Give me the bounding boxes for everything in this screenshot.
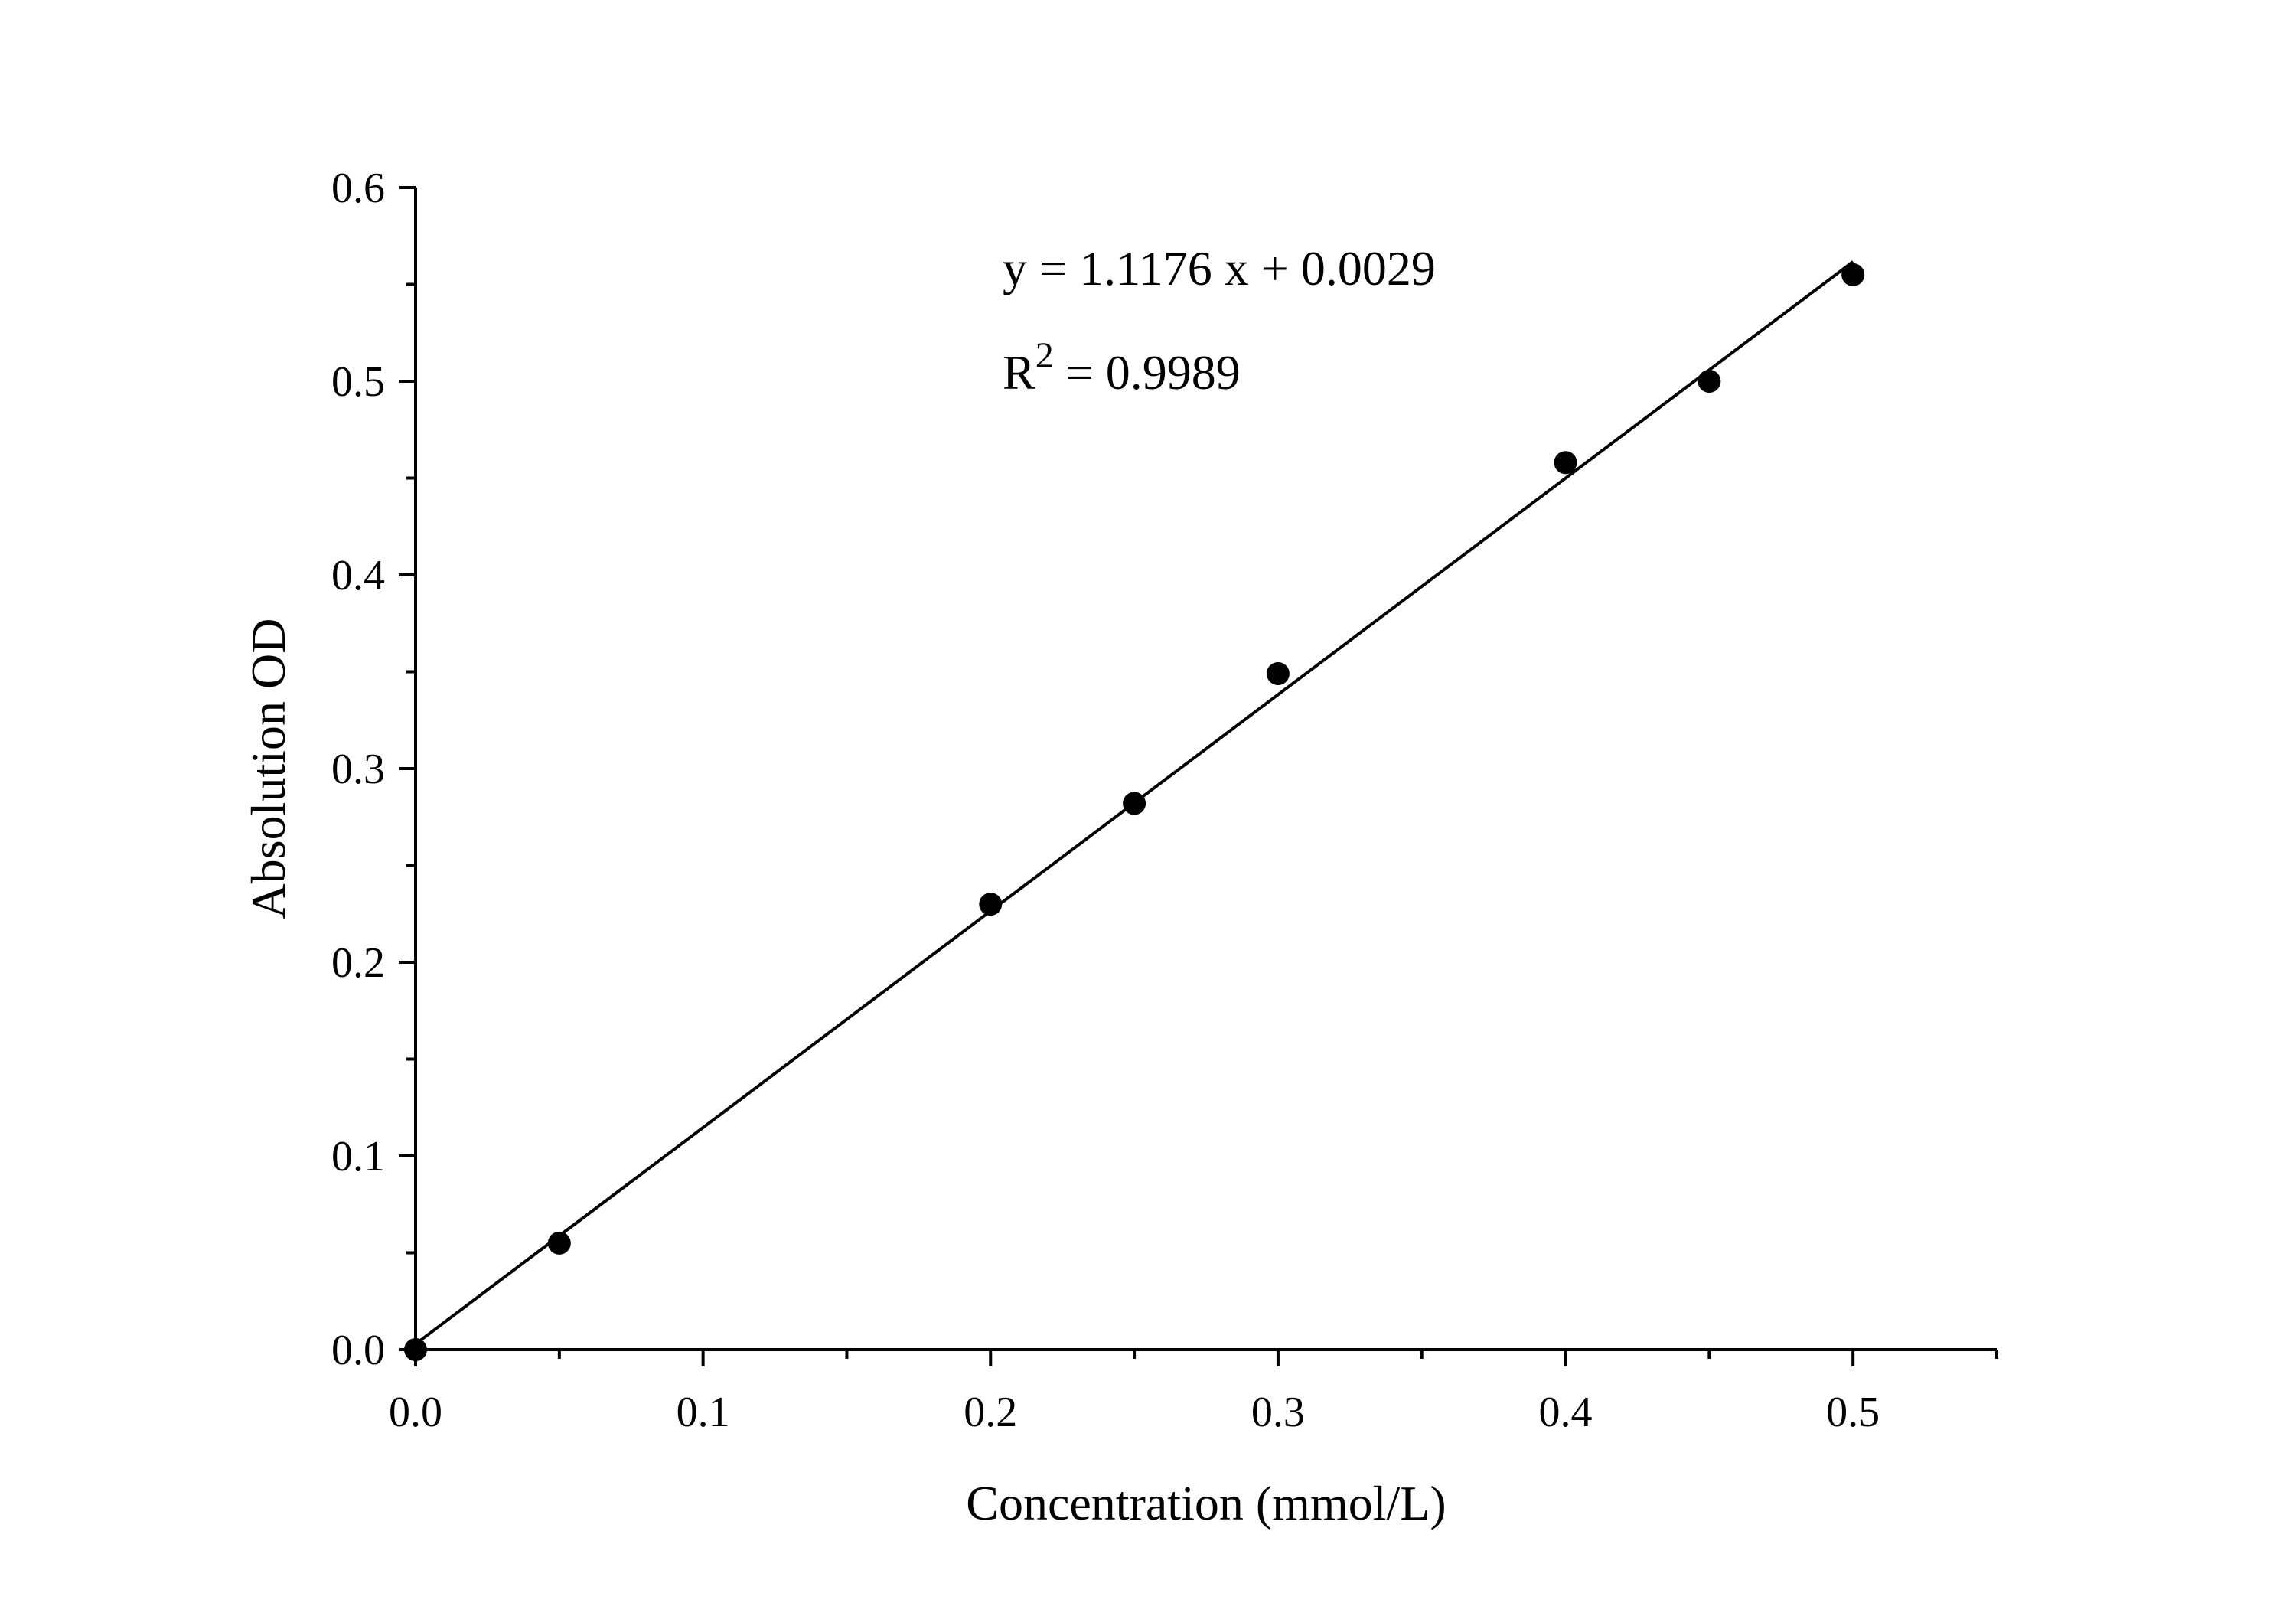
- fit-equation: y = 1.1176 x + 0.0029: [1003, 241, 1436, 295]
- r-squared-value: = 0.9989: [1054, 345, 1241, 400]
- y-tick-label: 0.4: [331, 552, 385, 599]
- data-point: [979, 893, 1003, 916]
- x-tick-label: 0.3: [1251, 1389, 1305, 1436]
- y-axis-label: Absolution OD: [241, 619, 295, 919]
- y-tick-label: 0.1: [331, 1133, 385, 1180]
- x-axis-label: Concentration (mmol/L): [966, 1476, 1446, 1530]
- x-tick-label: 0.0: [389, 1389, 442, 1436]
- x-tick-label: 0.2: [964, 1389, 1017, 1436]
- data-point: [1841, 263, 1865, 286]
- data-point: [547, 1231, 571, 1255]
- y-tick-label: 0.5: [331, 358, 385, 406]
- y-tick-label: 0.3: [331, 746, 385, 793]
- y-tick-label: 0.0: [331, 1327, 385, 1374]
- x-tick-label: 0.5: [1826, 1389, 1880, 1436]
- x-tick-label: 0.1: [677, 1389, 730, 1436]
- data-point: [1123, 792, 1146, 815]
- y-ticks: 0.0 0.1 0.2 0.3 0.4 0.5 0.6: [331, 165, 416, 1374]
- y-tick-label: 0.6: [331, 165, 385, 212]
- r-squared-exponent: 2: [1035, 335, 1054, 376]
- x-tick-label: 0.4: [1539, 1389, 1593, 1436]
- data-point: [1554, 451, 1577, 475]
- data-point: [1698, 370, 1721, 393]
- r-squared-prefix: R: [1003, 345, 1035, 400]
- y-tick-label: 0.2: [331, 939, 385, 987]
- r-squared: R2 = 0.9989: [1003, 335, 1241, 400]
- data-point: [1266, 662, 1290, 686]
- data-points: [404, 263, 1865, 1361]
- data-point: [404, 1338, 427, 1361]
- x-ticks: 0.0 0.1 0.2 0.3 0.4 0.5: [389, 1350, 1998, 1436]
